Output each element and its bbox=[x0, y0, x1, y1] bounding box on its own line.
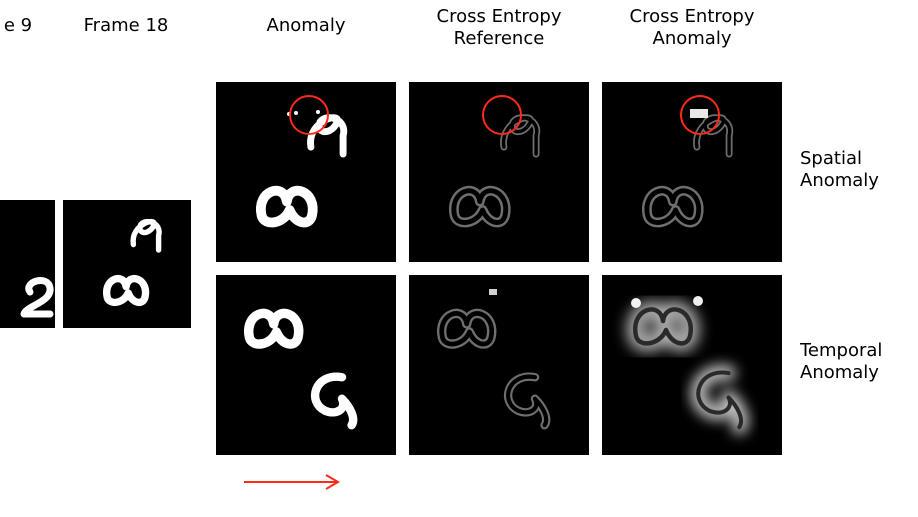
panel-temporal-anomaly bbox=[216, 275, 396, 455]
header-ce-anom-line2: Anomaly bbox=[653, 28, 732, 49]
panel-spatial-anomaly bbox=[216, 82, 396, 262]
header-frame18: Frame 18 bbox=[66, 15, 186, 37]
panel-temporal-ce-reference bbox=[409, 275, 589, 455]
panel-temporal-ce-anomaly bbox=[602, 275, 782, 455]
direction-arrow bbox=[244, 470, 354, 494]
header-ce-ref-line1: Cross Entropy bbox=[437, 6, 562, 27]
panel-spatial-ce-reference bbox=[409, 82, 589, 262]
row-label-spatial-line1: Spatial bbox=[800, 148, 862, 169]
anomaly-circle bbox=[482, 95, 522, 135]
header-ce-reference: Cross Entropy Reference bbox=[409, 6, 589, 49]
panel-frame18 bbox=[63, 200, 191, 328]
row-label-spatial: Spatial Anomaly bbox=[800, 148, 879, 191]
row-label-spatial-line2: Anomaly bbox=[800, 170, 879, 191]
anomaly-circle bbox=[680, 95, 720, 135]
header-ce-anom-line1: Cross Entropy bbox=[630, 6, 755, 27]
row-label-temporal-line2: Anomaly bbox=[800, 362, 879, 383]
anomaly-circle bbox=[289, 95, 329, 135]
panel-frame9 bbox=[0, 200, 55, 328]
header-frame9: e 9 bbox=[0, 15, 36, 37]
panel-spatial-ce-anomaly bbox=[602, 82, 782, 262]
figure-stage: e 9 Frame 18 Anomaly Cross Entropy Refer… bbox=[0, 0, 918, 517]
header-anomaly: Anomaly bbox=[216, 15, 396, 37]
row-label-temporal: Temporal Anomaly bbox=[800, 340, 882, 383]
row-label-temporal-line1: Temporal bbox=[800, 340, 882, 361]
header-ce-anomaly: Cross Entropy Anomaly bbox=[602, 6, 782, 49]
header-ce-ref-line2: Reference bbox=[454, 28, 545, 49]
